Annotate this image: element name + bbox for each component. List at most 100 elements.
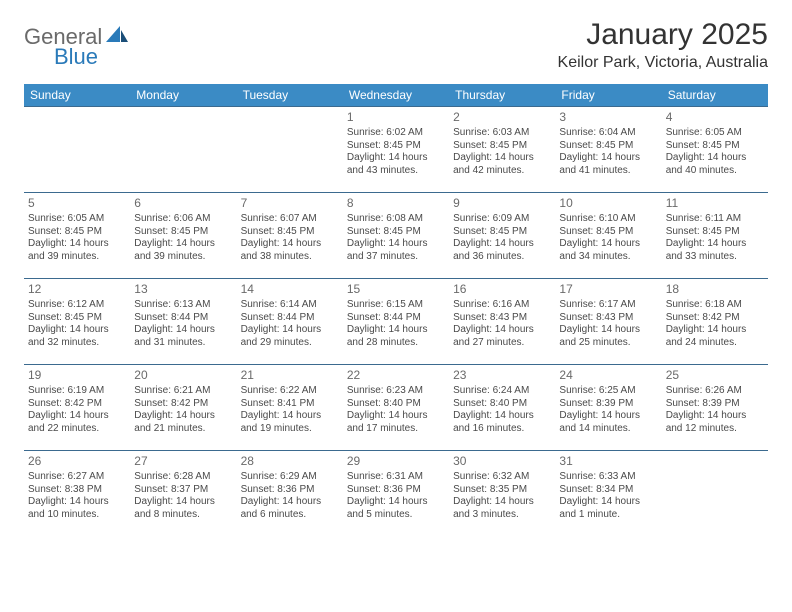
daylight-line: Daylight: 14 hours and 32 minutes. [28,324,126,349]
weekday-header: Thursday [449,84,555,107]
sunrise-line: Sunrise: 6:23 AM [347,385,445,398]
month-title: January 2025 [558,18,768,52]
weekday-header: Tuesday [237,84,343,107]
sunrise-line: Sunrise: 6:06 AM [134,213,232,226]
sunset-line: Sunset: 8:44 PM [241,312,339,325]
sunrise-line: Sunrise: 6:11 AM [666,213,764,226]
sunrise-line: Sunrise: 6:29 AM [241,471,339,484]
daylight-line: Daylight: 14 hours and 34 minutes. [559,238,657,263]
calendar-day-cell [24,107,130,193]
daylight-line: Daylight: 14 hours and 14 minutes. [559,410,657,435]
daylight-line: Daylight: 14 hours and 39 minutes. [28,238,126,263]
sunrise-line: Sunrise: 6:09 AM [453,213,551,226]
sunrise-line: Sunrise: 6:18 AM [666,299,764,312]
sunset-line: Sunset: 8:43 PM [559,312,657,325]
day-number: 5 [28,196,126,211]
calendar-day-cell: 13 Sunrise: 6:13 AMSunset: 8:44 PMDayligh… [130,279,236,365]
daylight-line: Daylight: 14 hours and 38 minutes. [241,238,339,263]
day-number: 2 [453,110,551,125]
day-number: 28 [241,454,339,469]
sunrise-line: Sunrise: 6:16 AM [453,299,551,312]
daylight-line: Daylight: 14 hours and 36 minutes. [453,238,551,263]
day-number: 25 [666,368,764,383]
sunrise-line: Sunrise: 6:21 AM [134,385,232,398]
calendar-day-cell [662,451,768,537]
calendar-day-cell: 1Sunrise: 6:02 AMSunset: 8:45 PMDaylight… [343,107,449,193]
logo-text-blue: Blue [54,44,98,69]
day-number: 31 [559,454,657,469]
sunset-line: Sunset: 8:45 PM [28,312,126,325]
sunrise-line: Sunrise: 6:08 AM [347,213,445,226]
sunset-line: Sunset: 8:40 PM [453,398,551,411]
location: Keilor Park, Victoria, Australia [558,54,768,72]
calendar-week-row: 26Sunrise: 6:27 AMSunset: 8:38 PMDayligh… [24,451,768,537]
sunset-line: Sunset: 8:45 PM [453,140,551,153]
sunrise-line: Sunrise: 6:02 AM [347,127,445,140]
sunset-line: Sunset: 8:42 PM [134,398,232,411]
day-number: 10 [559,196,657,211]
sunset-line: Sunset: 8:45 PM [559,140,657,153]
sunrise-line: Sunrise: 6:13 AM [134,299,232,312]
sunset-line: Sunset: 8:42 PM [28,398,126,411]
sunset-line: Sunset: 8:38 PM [28,484,126,497]
calendar-day-cell: 28Sunrise: 6:29 AMSunset: 8:36 PMDayligh… [237,451,343,537]
calendar-day-cell: 10Sunrise: 6:10 AMSunset: 8:45 PMDayligh… [555,193,661,279]
sunrise-line: Sunrise: 6:04 AM [559,127,657,140]
daylight-line: Daylight: 14 hours and 42 minutes. [453,152,551,177]
day-number: 12 [28,282,126,297]
sunset-line: Sunset: 8:39 PM [666,398,764,411]
sunset-line: Sunset: 8:45 PM [28,226,126,239]
weekday-header: Sunday [24,84,130,107]
sunrise-line: Sunrise: 6:26 AM [666,385,764,398]
calendar-day-cell [237,107,343,193]
sunset-line: Sunset: 8:35 PM [453,484,551,497]
sunset-line: Sunset: 8:41 PM [241,398,339,411]
sunset-line: Sunset: 8:36 PM [241,484,339,497]
daylight-line: Daylight: 14 hours and 10 minutes. [28,496,126,521]
daylight-line: Daylight: 14 hours and 39 minutes. [134,238,232,263]
calendar-day-cell: 27Sunrise: 6:28 AMSunset: 8:37 PMDayligh… [130,451,236,537]
day-number: 8 [347,196,445,211]
sunset-line: Sunset: 8:39 PM [559,398,657,411]
day-number: 13 [134,282,232,297]
sunrise-line: Sunrise: 6:07 AM [241,213,339,226]
weekday-row: Sunday Monday Tuesday Wednesday Thursday… [24,84,768,107]
day-number: 1 [347,110,445,125]
daylight-line: Daylight: 14 hours and 16 minutes. [453,410,551,435]
sunrise-line: Sunrise: 6:10 AM [559,213,657,226]
sunrise-line: Sunrise: 6:25 AM [559,385,657,398]
sunrise-line: Sunrise: 6:19 AM [28,385,126,398]
sunset-line: Sunset: 8:36 PM [347,484,445,497]
sunrise-line: Sunrise: 6:33 AM [559,471,657,484]
sunset-line: Sunset: 8:44 PM [134,312,232,325]
sunset-line: Sunset: 8:45 PM [453,226,551,239]
weekday-header: Saturday [662,84,768,107]
day-number: 23 [453,368,551,383]
calendar-day-cell: 11Sunrise: 6:11 AMSunset: 8:45 PMDayligh… [662,193,768,279]
calendar-day-cell: 5Sunrise: 6:05 AMSunset: 8:45 PMDaylight… [24,193,130,279]
day-number: 20 [134,368,232,383]
sunrise-line: Sunrise: 6:24 AM [453,385,551,398]
calendar-day-cell [130,107,236,193]
sunrise-line: Sunrise: 6:14 AM [241,299,339,312]
calendar-day-cell: 8Sunrise: 6:08 AMSunset: 8:45 PMDaylight… [343,193,449,279]
weekday-header: Friday [555,84,661,107]
weekday-header: Monday [130,84,236,107]
day-number: 29 [347,454,445,469]
calendar-day-cell: 21Sunrise: 6:22 AMSunset: 8:41 PMDayligh… [237,365,343,451]
day-number: 26 [28,454,126,469]
calendar-day-cell: 22 Sunrise: 6:23 AMSunset: 8:40 PMDayligh… [343,365,449,451]
daylight-line: Daylight: 14 hours and 17 minutes. [347,410,445,435]
calendar-week-row: 19Sunrise: 6:19 AMSunset: 8:42 PMDayligh… [24,365,768,451]
sunset-line: Sunset: 8:40 PM [347,398,445,411]
calendar-week-row: 1Sunrise: 6:02 AMSunset: 8:45 PMDaylight… [24,107,768,193]
calendar-day-cell: 20Sunrise: 6:21 AMSunset: 8:42 PMDayligh… [130,365,236,451]
daylight-line: Daylight: 14 hours and 31 minutes. [134,324,232,349]
daylight-line: Daylight: 14 hours and 43 minutes. [347,152,445,177]
calendar-day-cell: 19Sunrise: 6:19 AMSunset: 8:42 PMDayligh… [24,365,130,451]
day-number: 6 [134,196,232,211]
day-number: 21 [241,368,339,383]
sunset-line: Sunset: 8:42 PM [666,312,764,325]
title-block: January 2025 Keilor Park, Victoria, Aust… [558,18,768,72]
day-number: 22 [347,368,445,383]
